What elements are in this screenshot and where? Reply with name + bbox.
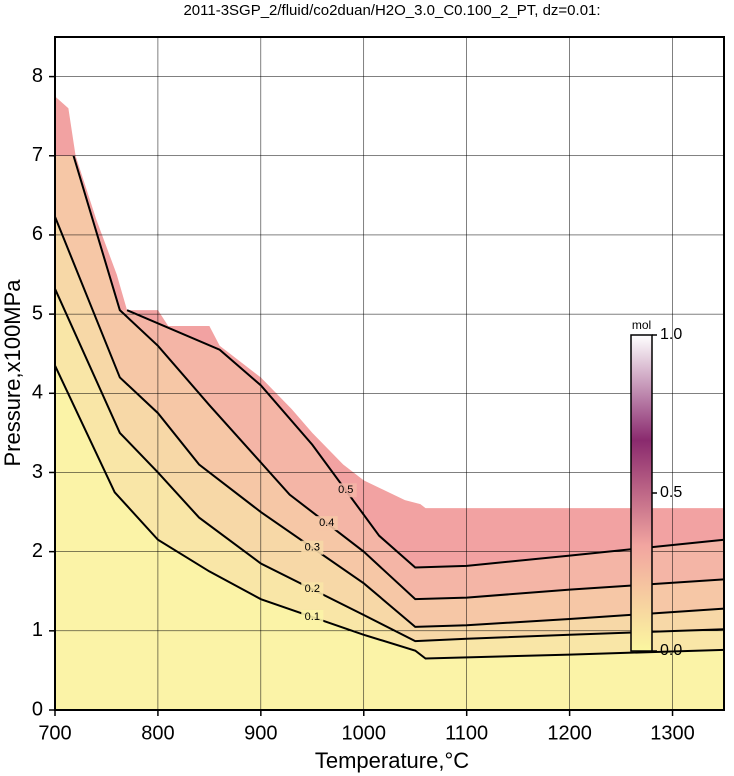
contour-line [126,309,725,569]
chart-title: 2011-3SGP_2/fluid/co2duan/H2O_3.0_C0.100… [183,2,600,19]
x-tick-label: 700 [38,722,71,744]
y-tick-label: 3 [32,461,43,483]
contour-label-bg [301,609,324,624]
contour-label: 0.1 [305,611,320,623]
y-tick-label: 8 [32,65,43,87]
colorbar [630,334,653,652]
contour-label-bg [334,483,357,498]
contour-label: 0.2 [305,583,320,595]
y-axis-label: Pressure,x100MPa [0,279,25,467]
contour-label-bg [315,516,338,531]
contour-label: 0.5 [338,484,353,496]
colorbar-label: mol [632,318,651,332]
y-tick-label: 1 [32,619,43,641]
y-tick-label: 0 [32,698,43,720]
colorbar-tick-label: 1.0 [660,326,682,343]
x-axis-label: Temperature,°C [315,748,469,773]
y-tick-label: 6 [32,223,43,245]
x-tick-label: 1000 [342,722,387,744]
y-tick-label: 2 [32,540,43,562]
x-tick-label: 1200 [547,722,592,744]
x-tick-label: 800 [141,722,174,744]
bands [55,155,724,710]
x-tick-label: 900 [244,722,277,744]
contour-label-bg [301,540,324,555]
x-tick-label: 1100 [445,722,488,744]
colorbar-tick-label: 0.5 [660,484,682,501]
y-tick-label: 7 [32,144,43,166]
plot-frame [54,36,725,711]
y-tick-label: 4 [32,382,43,404]
x-tick-label: 1300 [650,722,695,744]
contour-label: 0.3 [305,542,320,554]
contour-label: 0.4 [319,517,334,529]
y-tick-label: 5 [32,302,43,324]
colorbar-tick-label: 0.0 [660,642,682,659]
band-fill [55,365,724,710]
contour-label-bg [301,582,324,597]
